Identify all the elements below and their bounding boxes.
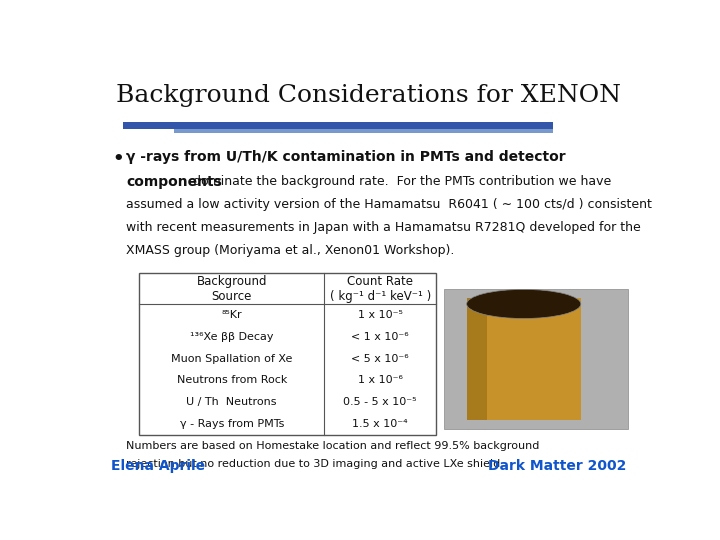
Text: Dark Matter 2002: Dark Matter 2002 [488, 459, 627, 473]
Bar [124, 122, 553, 129]
Text: Elena Aprile: Elena Aprile [111, 459, 205, 473]
Text: assumed a low activity version of the Hamamatsu  R6041 ( ∼ 100 cts/d ) consisten: assumed a low activity version of the Ha… [126, 198, 652, 211]
Text: γ - Rays from PMTs: γ - Rays from PMTs [179, 419, 284, 429]
Text: 1.5 x 10⁻⁴: 1.5 x 10⁻⁴ [352, 419, 408, 429]
Text: components: components [126, 175, 222, 189]
Text: ¹³⁶Xe ββ Decay: ¹³⁶Xe ββ Decay [190, 332, 274, 342]
Text: Count Rate
( kg⁻¹ d⁻¹ keV⁻¹ ): Count Rate ( kg⁻¹ d⁻¹ keV⁻¹ ) [330, 274, 431, 302]
Text: 0.5 - 5 x 10⁻⁵: 0.5 - 5 x 10⁻⁵ [343, 397, 417, 407]
Text: 1 x 10⁻⁶: 1 x 10⁻⁶ [358, 375, 402, 386]
Text: Background
Source: Background Source [197, 274, 267, 302]
Bar [139, 273, 436, 435]
Bar [444, 289, 629, 429]
Text: Background Considerations for XENON: Background Considerations for XENON [117, 84, 621, 106]
Text: XMASS group (Moriyama et al., Xenon01 Workshop).: XMASS group (Moriyama et al., Xenon01 Wo… [126, 244, 454, 256]
Bar [174, 127, 553, 133]
Text: < 5 x 10⁻⁶: < 5 x 10⁻⁶ [351, 354, 409, 364]
Text: Neutrons from Rock: Neutrons from Rock [176, 375, 287, 386]
Text: 1 x 10⁻⁵: 1 x 10⁻⁵ [358, 310, 402, 320]
Text: Numbers are based on Homestake location and reflect 99.5% background: Numbers are based on Homestake location … [126, 441, 540, 451]
Text: •: • [112, 150, 124, 168]
Text: < 1 x 10⁻⁶: < 1 x 10⁻⁶ [351, 332, 409, 342]
Text: rejection but no reduction due to 3D imaging and active LXe shield.: rejection but no reduction due to 3D ima… [126, 458, 504, 469]
Text: ⁸⁵Kr: ⁸⁵Kr [222, 310, 242, 320]
Ellipse shape [467, 289, 581, 319]
Bar [467, 298, 487, 420]
Text: U / Th  Neutrons: U / Th Neutrons [186, 397, 277, 407]
Text: with recent measurements in Japan with a Hamamatsu R7281Q developed for the: with recent measurements in Japan with a… [126, 221, 641, 234]
Bar [467, 298, 581, 420]
Text: γ -rays from U/Th/K contamination in PMTs and detector: γ -rays from U/Th/K contamination in PMT… [126, 150, 566, 164]
Text: dominate the background rate.  For the PMTs contribution we have: dominate the background rate. For the PM… [189, 175, 611, 188]
Text: Muon Spallation of Xe: Muon Spallation of Xe [171, 354, 292, 364]
